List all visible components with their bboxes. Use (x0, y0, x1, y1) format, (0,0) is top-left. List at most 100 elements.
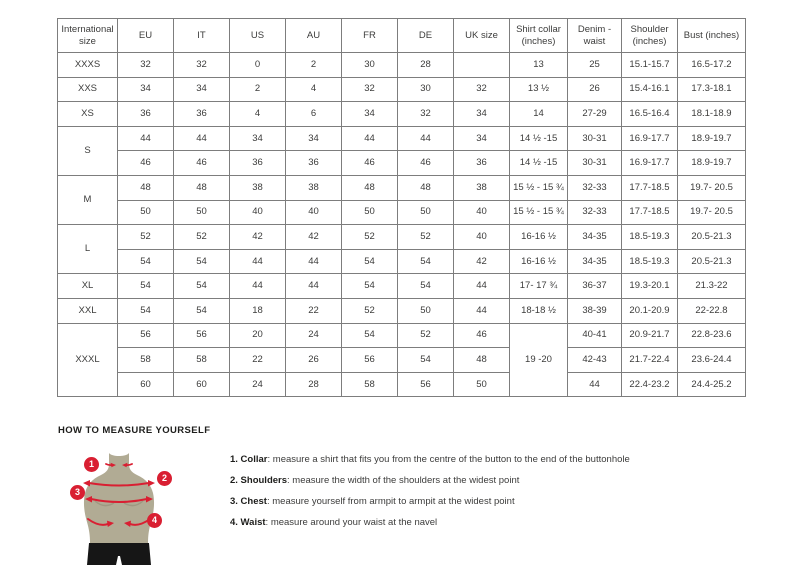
value-cell: 42 (285, 224, 342, 250)
size-chart-body: XXXS 32 32 0 2 30 28 13 25 15.1-15.7 16.5-17.2 XXS 3… (57, 52, 746, 398)
value-cell: 2 (285, 52, 342, 78)
value-cell (453, 52, 510, 78)
step-label: 4. Waist (230, 516, 266, 528)
column-header: International size (57, 18, 118, 53)
value-cell: 42-43 (567, 347, 622, 373)
section-heading: HOW TO MEASURE YOURSELF (58, 425, 211, 437)
value-cell: 54 (173, 248, 230, 275)
figure-badge-waist: 4 (147, 513, 162, 529)
value-cell: 48 (453, 347, 510, 373)
table-row: 58 58 22 26 56 54 48 42-43 21.7-22.4 23.6-24.4 (58, 347, 746, 373)
value-cell: 38 (453, 174, 510, 201)
column-header: UK size (453, 18, 510, 53)
value-cell: 32 (453, 76, 510, 103)
value-cell: 22 (229, 347, 286, 373)
value-cell: 44 (453, 297, 510, 324)
value-cell: 22.8-23.6 (677, 322, 746, 349)
value-cell: 42 (453, 248, 510, 275)
table-row: XXS 34 34 2 4 32 30 32 13 ½ 26 15.4-16.1 17.3-18.1 (57, 76, 746, 103)
column-header: EU (117, 18, 174, 53)
value-cell: 52 (173, 224, 230, 250)
value-cell: 44 (285, 248, 342, 275)
value-cell: 52 (397, 224, 454, 250)
step-label: 2. Shoulders (230, 475, 288, 487)
collar-measure-arrows (105, 463, 133, 468)
value-cell: 32 (173, 52, 230, 78)
value-cell: 58 (117, 347, 174, 373)
value-cell: 22 (285, 297, 342, 324)
chest-measure-line (85, 496, 153, 504)
value-cell: 14 ½ -15 (509, 150, 568, 176)
value-cell: 32 (397, 101, 454, 127)
value-cell: 18 (229, 297, 286, 324)
column-header: Shoulder (inches) (621, 18, 678, 53)
column-header: DE (397, 18, 454, 53)
value-cell: 44 (567, 371, 622, 398)
value-cell: 44 (117, 125, 174, 152)
size-cell: XL (57, 273, 118, 299)
column-header: AU (285, 18, 342, 53)
value-cell: 48 (341, 174, 398, 201)
value-cell: 13 (509, 52, 568, 78)
value-cell: 52 (341, 224, 398, 250)
step-text: : measure the width of the shoulders at … (287, 475, 520, 487)
column-header: Bust (inches) (677, 18, 746, 53)
value-cell: 44 (453, 273, 510, 299)
step-label: 3. Chest (230, 496, 267, 508)
value-cell: 25 (567, 52, 622, 78)
value-cell: 54 (173, 297, 230, 324)
value-cell: 40 (453, 199, 510, 226)
table-row: 46 46 36 36 46 46 36 14 ½ -15 30-31 16.9-17.7 18.9… (58, 150, 746, 176)
value-cell: 54 (117, 248, 174, 275)
value-cell: 19.7- 20.5 (677, 174, 746, 201)
value-cell: 48 (397, 174, 454, 201)
value-cell: 40 (229, 199, 286, 226)
value-cell: 50 (117, 199, 174, 226)
column-header: FR (341, 18, 398, 53)
value-cell: 20 (229, 322, 286, 349)
value-cell: 60 (117, 371, 174, 398)
value-cell: 32 (341, 76, 398, 103)
value-cell: 18.9-19.7 (677, 150, 746, 176)
value-cell: 18.1-18.9 (677, 101, 746, 127)
table-row: XL 54 54 44 44 54 54 44 17- 17 ¾ 36-37 19.3-20.1 21… (57, 273, 746, 299)
value-cell: 46 (117, 150, 174, 176)
value-cell: 36 (453, 150, 510, 176)
value-cell: 19 -20 (509, 322, 568, 398)
value-cell: 44 (397, 125, 454, 152)
value-cell: 36 (117, 101, 174, 127)
step-text: : measure yourself from armpit to armpit… (266, 496, 515, 508)
value-cell: 54 (397, 347, 454, 373)
value-cell: 52 (397, 322, 454, 349)
value-cell: 38 (285, 174, 342, 201)
value-cell: 54 (341, 273, 398, 299)
value-cell: 54 (117, 273, 174, 299)
value-cell: 58 (341, 371, 398, 398)
value-cell: 14 ½ -15 (509, 125, 568, 152)
torso-shape (83, 453, 155, 544)
value-cell: 16.9-17.7 (621, 125, 678, 152)
table-row: XXL 54 54 18 22 52 50 44 18-18 ½ 38-39 20.1-20.9 22… (57, 297, 746, 324)
value-cell: 50 (453, 371, 510, 398)
value-cell: 46 (173, 150, 230, 176)
value-cell: 34-35 (567, 248, 622, 275)
value-cell: 48 (117, 174, 174, 201)
value-cell: 40 (285, 199, 342, 226)
value-cell: 17- 17 ¾ (509, 273, 568, 299)
value-cell: 36 (173, 101, 230, 127)
value-cell: 18.9-19.7 (677, 125, 746, 152)
value-cell: 15 ½ - 15 ¾ (509, 174, 568, 201)
value-cell: 34 (453, 101, 510, 127)
value-cell: 23.6-24.4 (677, 347, 746, 373)
value-cell: 30 (341, 52, 398, 78)
value-cell: 16.9-17.7 (621, 150, 678, 176)
table-row: M 48 48 38 38 48 48 38 15 ½ - 15 ¾ 32-33 17.7-18.5… (57, 174, 746, 226)
value-cell: 16-16 ½ (509, 224, 568, 250)
measure-step-shoulders: 2. Shoulders: measure the width of the s… (230, 475, 630, 486)
value-cell: 18-18 ½ (509, 297, 568, 324)
value-cell: 40 (453, 224, 510, 250)
value-cell: 50 (397, 297, 454, 324)
value-cell: 58 (173, 347, 230, 373)
size-cell: S (57, 125, 118, 176)
value-cell: 40-41 (567, 322, 622, 349)
